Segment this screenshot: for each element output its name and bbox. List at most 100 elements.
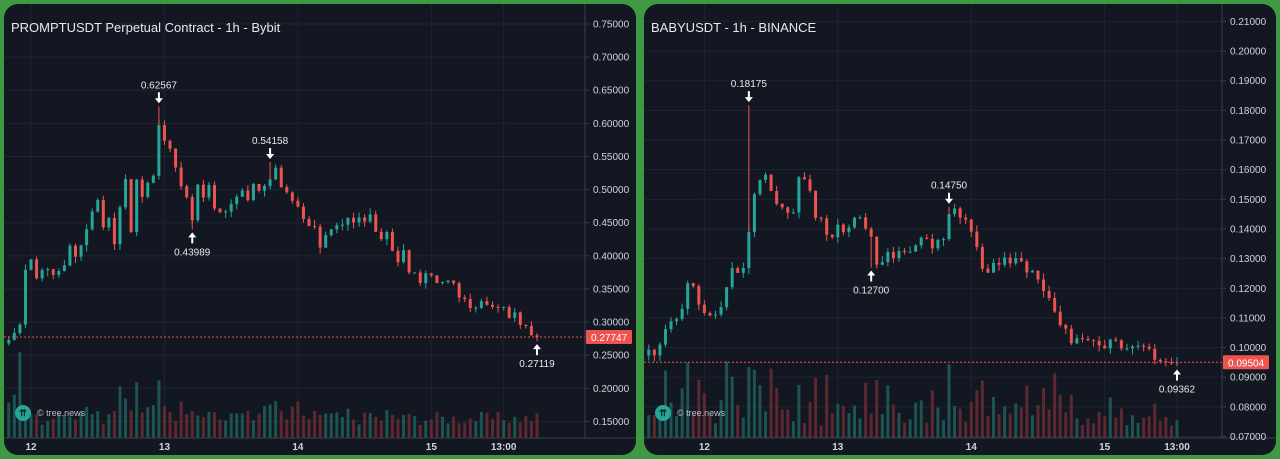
candle-body xyxy=(675,318,679,322)
volume-bar xyxy=(440,416,444,438)
volume-bar xyxy=(251,420,255,438)
volume-bar xyxy=(452,416,456,438)
volume-bar xyxy=(268,404,272,438)
candle-body xyxy=(853,217,856,228)
volume-bar xyxy=(85,406,89,438)
candle-body xyxy=(368,214,372,222)
candle-body xyxy=(814,190,818,218)
volume-bar xyxy=(880,414,884,438)
volume-bar xyxy=(229,413,233,438)
candle-body xyxy=(1119,340,1123,349)
watermark: ⇈ © tree.news xyxy=(15,405,85,421)
candle-body xyxy=(168,140,172,149)
volume-bar xyxy=(157,380,161,438)
volume-bar xyxy=(725,361,729,438)
candle-body xyxy=(897,250,901,259)
candle-body xyxy=(90,211,94,230)
volume-bar xyxy=(51,418,55,438)
volume-bar xyxy=(329,413,333,438)
volume-bar xyxy=(112,410,116,438)
candlestick-chart-baby[interactable]: 0.18175 0.14750 0.12700 0.09362 0.21000 0.200… xyxy=(644,4,1276,455)
candle-body xyxy=(112,217,116,245)
candle-body xyxy=(463,297,467,300)
y-tick-label: 0.14000 xyxy=(1230,224,1267,235)
volume-bar xyxy=(290,406,294,438)
candle-body xyxy=(246,190,250,201)
y-tick-label: 0.65000 xyxy=(593,86,630,97)
volume-bar xyxy=(151,404,155,438)
candle-body xyxy=(251,183,255,201)
volume-bar xyxy=(1064,412,1068,438)
candle-body xyxy=(518,312,522,325)
candle-body xyxy=(307,218,311,227)
candle-body xyxy=(96,200,100,212)
x-tick-label: 12 xyxy=(699,442,711,453)
arrow-down-icon xyxy=(154,92,163,104)
volume-bar xyxy=(714,423,717,438)
y-tick-label: 0.40000 xyxy=(593,251,630,262)
candle-body xyxy=(457,283,461,298)
chart-panel-baby[interactable]: 0.18175 0.14750 0.12700 0.09362 0.21000 0.200… xyxy=(644,4,1276,455)
candlestick-chart-prompt[interactable]: 0.62567 0.54158 0.43989 0.27119 0.75000 0.700… xyxy=(4,4,636,455)
volume-bar xyxy=(201,417,205,438)
y-tick-label: 0.08000 xyxy=(1230,402,1267,413)
y-tick-label: 0.12000 xyxy=(1230,284,1267,295)
candle-body xyxy=(51,269,55,275)
candle-body xyxy=(936,239,940,249)
volume-bar xyxy=(196,415,200,438)
volume-bar xyxy=(385,409,389,438)
volume-bar xyxy=(29,413,33,438)
y-tick-label: 0.50000 xyxy=(593,185,630,196)
candle-body xyxy=(357,217,361,223)
y-tick-label: 0.16000 xyxy=(1230,165,1267,176)
volume-bar xyxy=(958,408,962,438)
volume-bar xyxy=(35,414,39,438)
volume-bar xyxy=(90,414,94,438)
candle-body xyxy=(485,301,489,305)
candle-body xyxy=(1058,311,1062,326)
candle-body xyxy=(797,177,801,213)
candle-body xyxy=(274,167,278,180)
candle-body xyxy=(697,286,701,305)
volume-bar xyxy=(502,420,506,438)
y-tick-label: 0.20000 xyxy=(1230,47,1267,58)
volume-bar xyxy=(875,380,879,438)
candle-body xyxy=(947,214,951,240)
volume-bar xyxy=(296,401,300,438)
candle-body xyxy=(702,304,706,314)
chart-panel-prompt[interactable]: 0.62567 0.54158 0.43989 0.27119 0.75000 0.700… xyxy=(4,4,636,455)
volume-bar xyxy=(491,418,494,438)
volume-bar xyxy=(496,411,500,438)
volume-bar xyxy=(368,413,372,438)
volume-bar xyxy=(769,368,773,438)
volume-bar xyxy=(135,382,139,438)
candle-body xyxy=(29,259,33,270)
candle-body xyxy=(313,226,317,228)
candle-body xyxy=(135,179,139,233)
candle-body xyxy=(1086,338,1090,341)
current-price-badge xyxy=(586,329,632,344)
candle-body xyxy=(179,167,183,187)
y-tick-label: 0.07000 xyxy=(1230,432,1267,443)
candle-body xyxy=(958,208,962,218)
volume-bar xyxy=(919,400,923,438)
candle-body xyxy=(1153,348,1157,360)
candle-body xyxy=(57,271,61,275)
candle-body xyxy=(836,224,840,238)
volume-bar xyxy=(830,413,834,438)
volume-bar xyxy=(747,366,751,438)
candle-body xyxy=(1080,338,1084,340)
volume-bar xyxy=(18,352,22,438)
candle-body xyxy=(524,324,528,326)
volume-bar xyxy=(474,421,478,438)
candle-body xyxy=(658,344,662,356)
candle-body xyxy=(869,228,873,237)
x-tick-label: 13:00 xyxy=(491,442,517,453)
candle-body xyxy=(413,272,417,274)
candle-body xyxy=(969,219,973,232)
candle-body xyxy=(535,335,539,337)
watermark: ⇈ © tree.news xyxy=(655,405,725,421)
candle-body xyxy=(101,200,105,228)
volume-bar xyxy=(1097,411,1101,438)
volume-bar xyxy=(675,416,679,438)
